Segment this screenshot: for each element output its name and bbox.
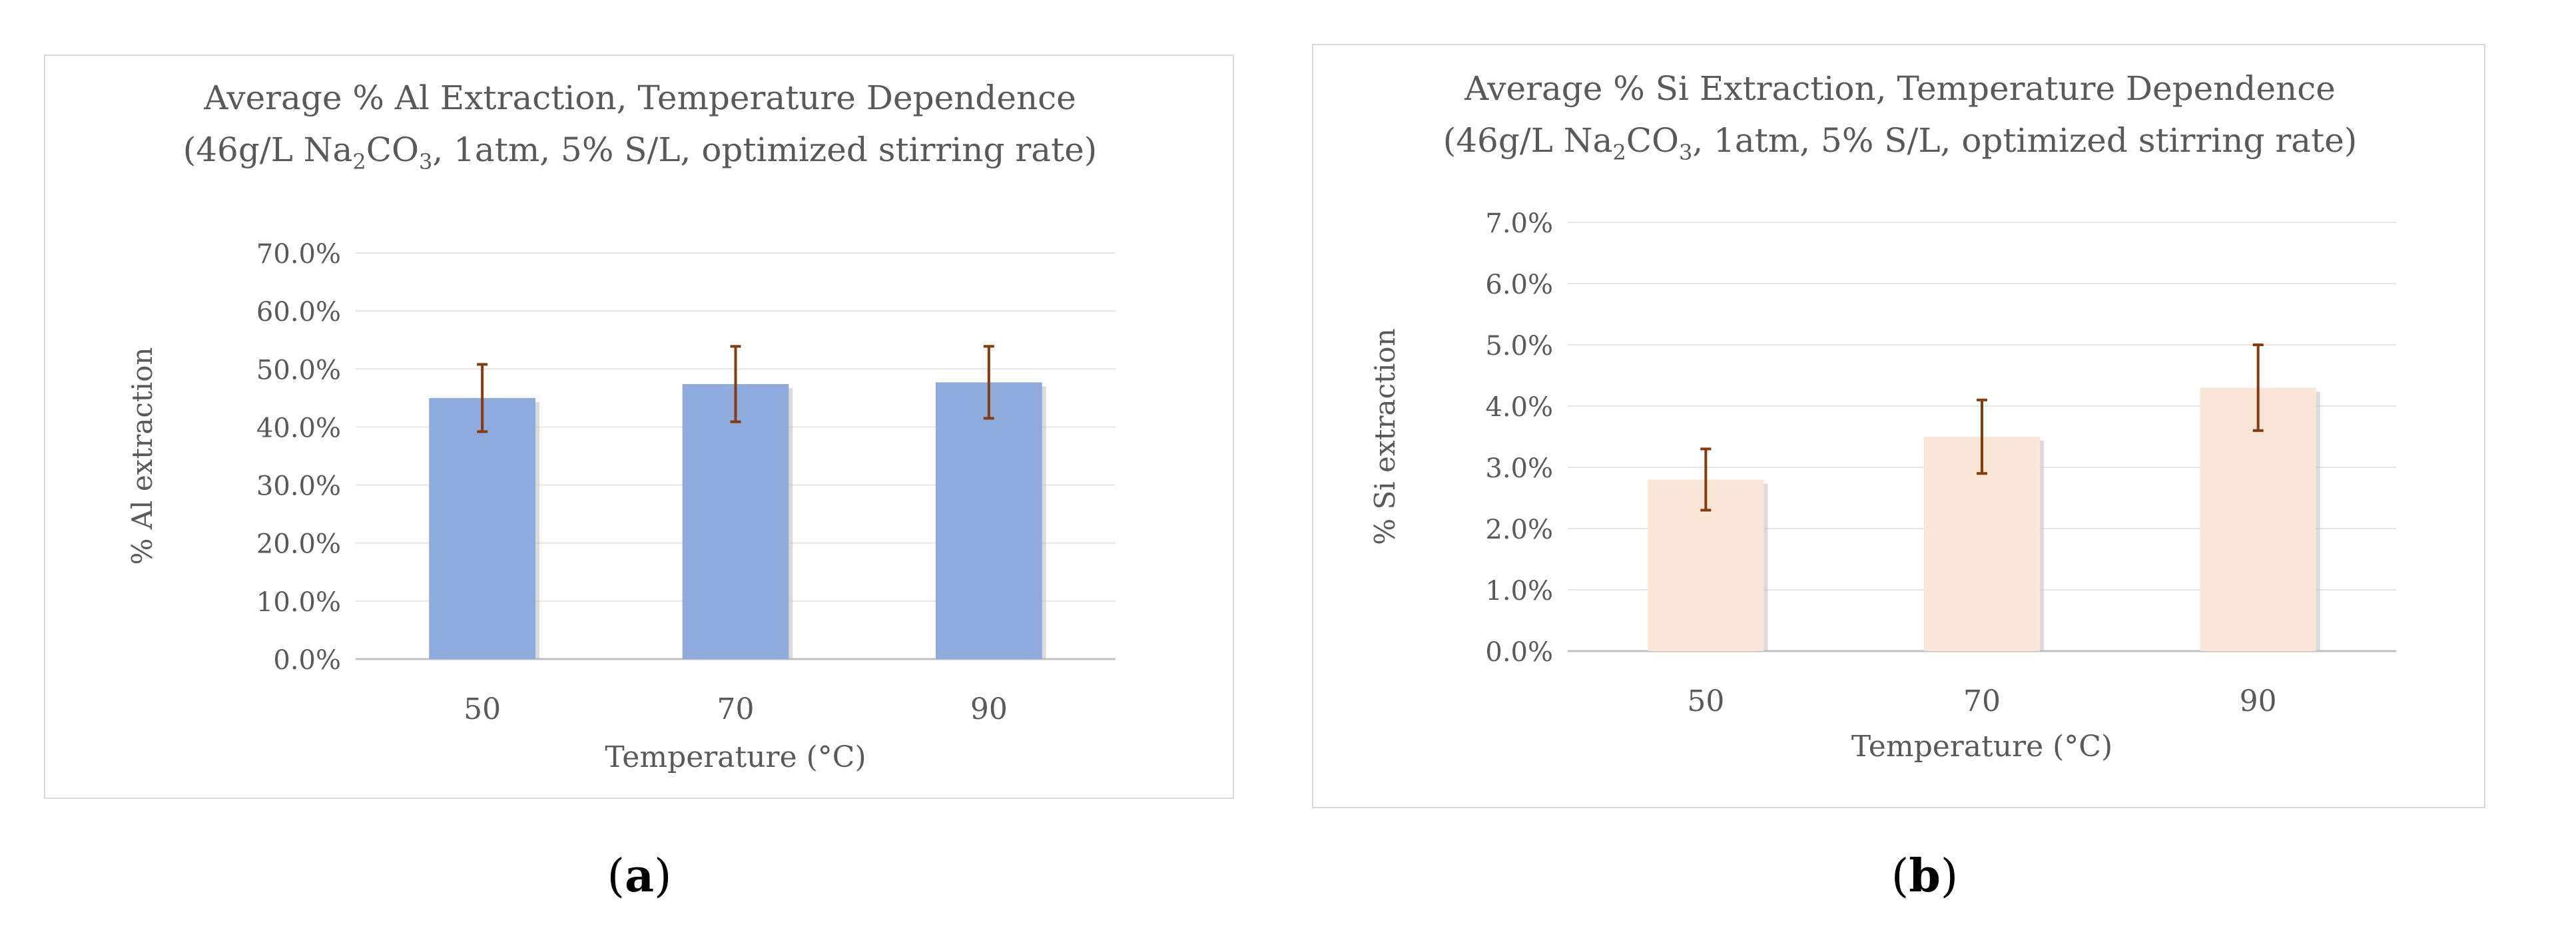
chart-panel-a: Average % Al Extraction, Temperature Dep… [44,55,1234,799]
y-tick-label: 10.0% [256,587,341,618]
y-tick-label: 30.0% [256,471,341,502]
subtitle-subscript: 3 [1679,140,1692,165]
x-tick-label: 50 [1687,684,1724,718]
y-tick-label: 2.0% [1485,515,1553,545]
caption-b: (b) [1891,849,1959,903]
y-tick-label: 4.0% [1485,392,1553,423]
bar [682,383,789,659]
y-tick-label: 3.0% [1485,453,1553,484]
y-tick-label: 0.0% [273,645,341,676]
x-tick-label: 70 [1963,684,2001,718]
subtitle-subscript: 3 [419,149,432,174]
x-tick-label: 90 [970,692,1008,726]
x-tick-label: 50 [464,692,501,726]
subtitle-text: , 1atm, 5% S/L, optimized stirring rate) [432,130,1097,169]
y-tick-label: 20.0% [256,529,341,560]
y-tick-label: 60.0% [256,297,341,328]
y-tick-label: 50.0% [256,355,341,385]
chart-a-svg: Average % Al Extraction, Temperature Dep… [126,79,1116,774]
y-tick-label: 0.0% [1485,637,1553,668]
chart-subtitle: (46g/L Na2CO3, 1atm, 5% S/L, optimized s… [1443,121,2358,165]
x-tick-label: 90 [2240,684,2277,718]
y-tick-label: 6.0% [1485,270,1553,300]
chart-subtitle: (46g/L Na2CO3, 1atm, 5% S/L, optimized s… [183,130,1098,174]
subtitle-text: (46g/L Na [1443,121,1613,160]
chart-panel-b: Average % Si Extraction, Temperature Dep… [1312,44,2485,808]
subtitle-text: CO [1626,121,1679,160]
bar [935,382,1042,659]
subtitle-text: CO [366,130,419,169]
subtitle-subscript: 2 [352,149,366,174]
y-axis-label: % Al extraction [126,347,159,565]
bar [429,397,536,659]
y-tick-label: 7.0% [1485,208,1553,239]
subtitle-subscript: 2 [1612,140,1626,165]
chart-b-svg: Average % Si Extraction, Temperature Dep… [1369,69,2396,764]
y-tick-label: 70.0% [256,239,341,270]
caption-a: (a) [607,849,672,903]
y-tick-label: 5.0% [1485,331,1553,361]
y-tick-label: 1.0% [1485,576,1553,606]
subtitle-text: , 1atm, 5% S/L, optimized stirring rate) [1692,121,2357,160]
x-tick-label: 70 [717,692,755,726]
x-axis-label: Temperature (°C) [605,740,866,774]
y-axis-label: % Si extraction [1369,328,1401,545]
y-tick-label: 40.0% [256,413,341,443]
chart-title: Average % Si Extraction, Temperature Dep… [1464,69,2336,108]
chart-title: Average % Al Extraction, Temperature Dep… [203,79,1076,117]
subtitle-text: (46g/L Na [183,130,353,169]
x-axis-label: Temperature (°C) [1851,730,2112,764]
